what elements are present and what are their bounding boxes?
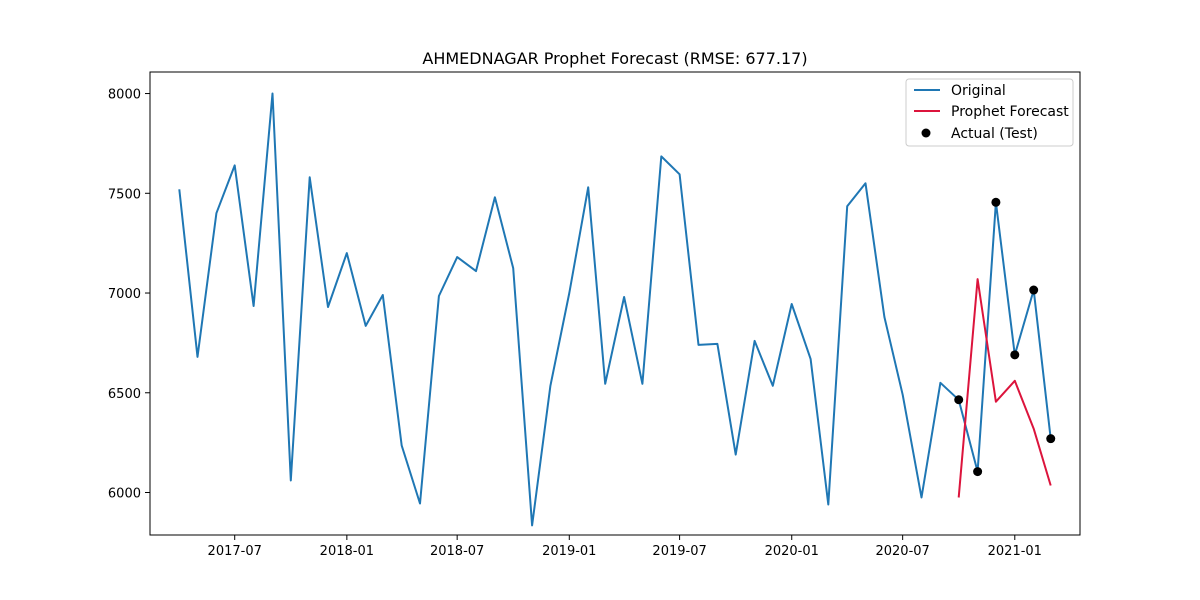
data-point-actual-test <box>973 467 983 477</box>
data-point-actual-test <box>1046 434 1056 444</box>
legend-actual-label: Actual (Test) <box>951 126 1038 142</box>
legend: Original Prophet Forecast Actual (Test) <box>905 78 1074 147</box>
x-tick-label: 2020-01 <box>765 544 819 559</box>
y-tick-label: 7000 <box>108 287 141 302</box>
x-tick-label: 2019-07 <box>652 544 706 559</box>
plot-area <box>178 92 1056 527</box>
data-point-actual-test <box>991 197 1001 207</box>
legend-forecast-label: Prophet Forecast <box>951 104 1069 120</box>
y-tick-label: 7500 <box>108 187 141 202</box>
y-tick-label: 6500 <box>108 387 141 402</box>
data-point-actual-test <box>954 395 964 405</box>
x-tick-label: 2017-07 <box>208 544 262 559</box>
x-tick-label: 2018-01 <box>320 544 374 559</box>
y-tick-label: 6000 <box>108 487 141 502</box>
x-tick-label: 2019-01 <box>542 544 596 559</box>
x-tick-label: 2020-07 <box>875 544 929 559</box>
x-axis: 2017-07 2018-01 2018-07 2019-01 2019-07 2020-… <box>208 535 1042 559</box>
data-point-actual-test <box>1010 350 1020 360</box>
series-line-original <box>178 92 1052 527</box>
data-point-actual-test <box>1029 285 1039 295</box>
legend-actual-swatch <box>921 128 931 138</box>
y-axis: 6000 6500 7000 7500 8000 <box>108 88 150 502</box>
x-tick-label: 2021-01 <box>988 544 1042 559</box>
y-tick-label: 8000 <box>108 88 141 103</box>
legend-box <box>905 78 1074 147</box>
chart-title: AHMEDNAGAR Prophet Forecast (RMSE: 677.1… <box>422 49 807 68</box>
series-line-prophet-forecast <box>957 278 1052 498</box>
axes-frame <box>149 71 1081 536</box>
x-tick-label: 2018-07 <box>430 544 484 559</box>
legend-original-label: Original <box>951 83 1006 99</box>
